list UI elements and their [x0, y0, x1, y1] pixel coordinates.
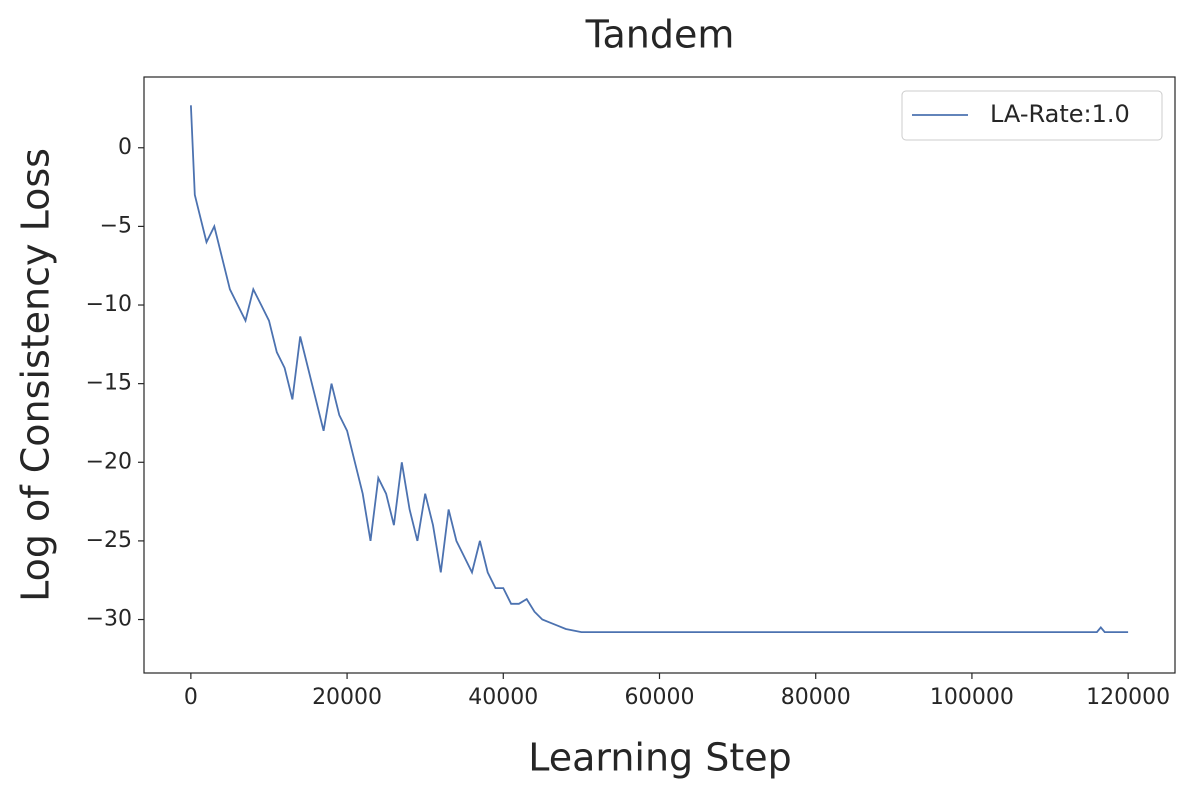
x-tick-label: 20000	[312, 685, 382, 710]
legend-box	[901, 90, 1163, 141]
y-tick-label: −15	[86, 371, 132, 396]
y-tick-label: −5	[100, 213, 132, 238]
y-tick-label: −20	[86, 449, 132, 474]
y-tick-label: −25	[86, 528, 132, 553]
x-axis-label: Learning Step	[528, 736, 792, 780]
x-tick-label: 0	[184, 685, 198, 710]
x-tick-label: 40000	[468, 685, 538, 710]
y-tick-label: −30	[86, 607, 132, 632]
plot-frame	[143, 76, 1176, 674]
y-tick-label: 0	[118, 135, 132, 160]
y-axis-label: Log of Consistency Loss	[14, 148, 58, 602]
y-tick-label: −10	[86, 292, 132, 317]
x-tick-label: 60000	[625, 685, 695, 710]
x-tick-label: 80000	[781, 685, 851, 710]
chart-title: Tandem	[585, 13, 735, 57]
x-tick-label: 120000	[1086, 685, 1170, 710]
line	[190, 105, 1129, 633]
legend-label: LA-Rate:1.0	[990, 100, 1130, 128]
x-tick-label: 100000	[930, 685, 1014, 710]
